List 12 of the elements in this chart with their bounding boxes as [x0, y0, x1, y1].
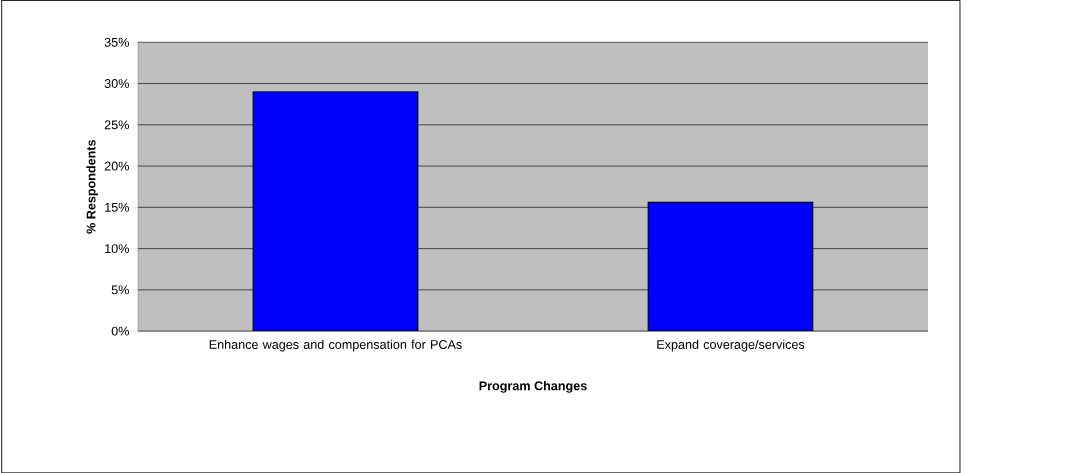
y-tick-label: 30% — [104, 78, 129, 88]
x-tick-label: Expand coverage/services — [657, 339, 805, 352]
y-tick-label: 0% — [111, 326, 129, 336]
x-tick-label: Enhance wages and compensation for PCAs — [209, 339, 462, 352]
y-tick-label: 10% — [105, 243, 129, 253]
y-tick-label: 5% — [111, 285, 129, 295]
x-axis-title: Program Changes — [479, 380, 587, 393]
y-tick-label: 20% — [104, 161, 129, 171]
y-axis-title: % Respondents — [86, 139, 99, 234]
y-tick-label: 35% — [104, 37, 129, 47]
y-tick-label: 15% — [105, 202, 129, 212]
y-tick-label: 25% — [104, 120, 129, 130]
